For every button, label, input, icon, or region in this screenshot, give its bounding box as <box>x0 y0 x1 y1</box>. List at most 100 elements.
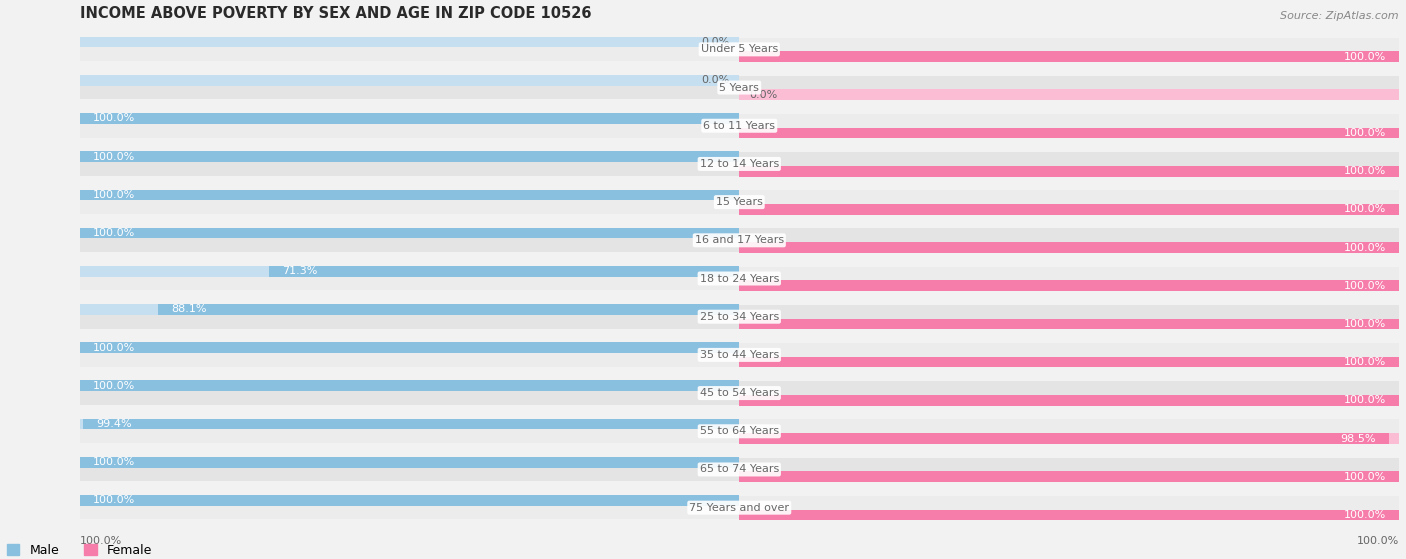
Text: 88.1%: 88.1% <box>172 305 207 315</box>
Bar <box>80 495 740 506</box>
Bar <box>80 419 1399 443</box>
Bar <box>157 304 740 315</box>
Bar <box>80 37 1399 61</box>
Text: 100.0%: 100.0% <box>1344 357 1386 367</box>
Bar <box>80 343 1399 367</box>
Bar <box>740 510 1399 520</box>
Bar <box>80 458 1399 481</box>
Text: 100.0%: 100.0% <box>80 536 122 546</box>
Bar <box>80 496 1399 519</box>
Text: 100.0%: 100.0% <box>1344 128 1386 138</box>
Bar <box>80 37 740 48</box>
Bar <box>80 152 1399 176</box>
Bar <box>269 266 740 277</box>
Bar <box>740 433 1389 444</box>
Bar <box>740 395 1399 406</box>
Bar <box>740 319 1399 329</box>
Text: 100.0%: 100.0% <box>93 495 135 505</box>
Bar <box>80 190 740 200</box>
Text: 16 and 17 Years: 16 and 17 Years <box>695 235 783 245</box>
Bar <box>80 266 740 277</box>
Bar <box>740 51 1399 62</box>
Text: 25 to 34 Years: 25 to 34 Years <box>700 312 779 321</box>
Text: 75 Years and over: 75 Years and over <box>689 503 789 513</box>
Legend: Male, Female: Male, Female <box>7 544 152 557</box>
Text: INCOME ABOVE POVERTY BY SEX AND AGE IN ZIP CODE 10526: INCOME ABOVE POVERTY BY SEX AND AGE IN Z… <box>80 7 591 21</box>
Text: 100.0%: 100.0% <box>1344 395 1386 405</box>
Text: Source: ZipAtlas.com: Source: ZipAtlas.com <box>1281 12 1399 21</box>
Bar <box>740 166 1399 177</box>
Bar <box>80 419 740 429</box>
Text: 100.0%: 100.0% <box>93 381 135 391</box>
Text: 99.4%: 99.4% <box>97 419 132 429</box>
Bar <box>80 381 740 391</box>
Bar <box>80 190 740 200</box>
Text: 15 Years: 15 Years <box>716 197 762 207</box>
Text: 100.0%: 100.0% <box>1344 281 1386 291</box>
Text: 100.0%: 100.0% <box>93 228 135 238</box>
Bar <box>740 166 1399 177</box>
Bar <box>740 510 1399 520</box>
Text: 100.0%: 100.0% <box>1344 205 1386 215</box>
Bar <box>80 75 740 86</box>
Text: 5 Years: 5 Years <box>720 83 759 93</box>
Bar <box>80 190 1399 214</box>
Text: 98.5%: 98.5% <box>1340 434 1376 443</box>
Bar <box>80 457 740 467</box>
Text: 100.0%: 100.0% <box>1344 243 1386 253</box>
Text: 18 to 24 Years: 18 to 24 Years <box>700 273 779 283</box>
Bar <box>80 228 740 238</box>
Bar <box>740 357 1399 367</box>
Bar <box>80 381 740 391</box>
Text: 100.0%: 100.0% <box>93 457 135 467</box>
Bar <box>740 242 1399 253</box>
Text: 0.0%: 0.0% <box>749 90 778 100</box>
Bar <box>740 127 1399 138</box>
Text: 100.0%: 100.0% <box>93 190 135 200</box>
Text: 55 to 64 Years: 55 to 64 Years <box>700 427 779 436</box>
Bar <box>80 75 1399 100</box>
Bar <box>80 381 1399 405</box>
Bar <box>740 433 1399 444</box>
Text: 12 to 14 Years: 12 to 14 Years <box>700 159 779 169</box>
Text: 35 to 44 Years: 35 to 44 Years <box>700 350 779 360</box>
Bar <box>80 342 740 353</box>
Bar <box>80 113 740 124</box>
Bar <box>740 204 1399 215</box>
Bar <box>80 228 740 238</box>
Bar <box>740 471 1399 482</box>
Bar <box>740 281 1399 291</box>
Text: Under 5 Years: Under 5 Years <box>700 44 778 54</box>
Text: 100.0%: 100.0% <box>93 113 135 124</box>
Bar <box>740 51 1399 62</box>
Text: 71.3%: 71.3% <box>283 266 318 276</box>
Bar <box>740 204 1399 215</box>
Text: 6 to 11 Years: 6 to 11 Years <box>703 121 775 131</box>
Bar <box>80 495 740 506</box>
Text: 100.0%: 100.0% <box>1344 51 1386 61</box>
Text: 100.0%: 100.0% <box>93 151 135 162</box>
Bar <box>80 457 740 467</box>
Text: 0.0%: 0.0% <box>702 37 730 47</box>
Bar <box>80 267 1399 290</box>
Bar <box>740 89 1399 100</box>
Text: 65 to 74 Years: 65 to 74 Years <box>700 465 779 475</box>
Bar <box>740 242 1399 253</box>
Bar <box>80 113 740 124</box>
Text: 100.0%: 100.0% <box>1344 472 1386 482</box>
Bar <box>80 114 1399 138</box>
Bar <box>740 395 1399 406</box>
Bar <box>740 357 1399 367</box>
Bar <box>80 305 1399 329</box>
Text: 45 to 54 Years: 45 to 54 Years <box>700 388 779 398</box>
Bar <box>80 342 740 353</box>
Bar <box>740 319 1399 329</box>
Text: 100.0%: 100.0% <box>1344 166 1386 176</box>
Bar <box>80 151 740 162</box>
Text: 100.0%: 100.0% <box>1344 319 1386 329</box>
Text: 100.0%: 100.0% <box>1357 536 1399 546</box>
Text: 100.0%: 100.0% <box>93 343 135 353</box>
Text: 0.0%: 0.0% <box>702 75 730 86</box>
Bar <box>740 281 1399 291</box>
Bar <box>80 304 740 315</box>
